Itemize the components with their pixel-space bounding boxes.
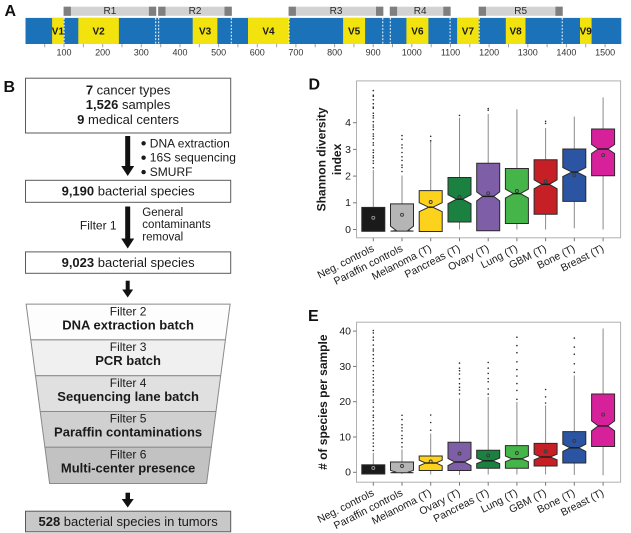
svg-text:# of species per sample: # of species per sample <box>316 334 330 470</box>
svg-text:1,526 samples: 1,526 samples <box>86 97 171 112</box>
svg-text:V8: V8 <box>509 26 522 37</box>
svg-text:800: 800 <box>327 48 342 58</box>
svg-text:0: 0 <box>345 467 351 479</box>
svg-text:1300: 1300 <box>518 48 538 58</box>
svg-text:R2: R2 <box>189 6 202 17</box>
svg-text:Filter 5: Filter 5 <box>110 412 147 426</box>
svg-text:1000: 1000 <box>402 48 422 58</box>
svg-text:10: 10 <box>339 431 351 443</box>
svg-text:R5: R5 <box>514 6 527 17</box>
svg-text:30: 30 <box>339 361 351 373</box>
svg-text:Filter 6: Filter 6 <box>110 448 147 462</box>
svg-text:Shannon diversity: Shannon diversity <box>315 107 329 211</box>
svg-text:1200: 1200 <box>479 48 499 58</box>
svg-text:removal: removal <box>142 231 183 243</box>
svg-text:9 medical centers: 9 medical centers <box>77 112 179 127</box>
svg-text:V4: V4 <box>262 26 275 37</box>
svg-text:1500: 1500 <box>595 48 615 58</box>
svg-text:900: 900 <box>366 48 381 58</box>
svg-text:D: D <box>309 77 321 94</box>
svg-text:200: 200 <box>95 48 110 58</box>
svg-text:600: 600 <box>250 48 265 58</box>
svg-text:1: 1 <box>345 197 351 209</box>
svg-text:index: index <box>330 143 344 175</box>
svg-text:V5: V5 <box>348 26 361 37</box>
svg-text:700: 700 <box>288 48 303 58</box>
svg-text:V3: V3 <box>199 26 212 37</box>
svg-text:Filter 2: Filter 2 <box>110 304 147 318</box>
svg-text:V1: V1 <box>52 26 65 37</box>
svg-text:V7: V7 <box>462 26 475 37</box>
svg-text:V2: V2 <box>92 26 105 37</box>
svg-text:40: 40 <box>339 326 351 338</box>
svg-text:Paraffin contaminations: Paraffin contaminations <box>54 425 202 440</box>
svg-text:V9: V9 <box>580 26 593 37</box>
svg-text:4: 4 <box>345 117 351 129</box>
svg-text:9,190 bacterial species: 9,190 bacterial species <box>62 184 195 199</box>
svg-text:V6: V6 <box>411 26 424 37</box>
svg-text:1400: 1400 <box>556 48 576 58</box>
svg-text:PCR batch: PCR batch <box>95 353 161 368</box>
svg-text:500: 500 <box>211 48 226 58</box>
svg-text:contaminants: contaminants <box>142 219 211 231</box>
svg-text:R3: R3 <box>330 6 343 17</box>
svg-text:16S sequencing: 16S sequencing <box>150 151 236 165</box>
svg-text:400: 400 <box>172 48 187 58</box>
svg-text:Filter 4: Filter 4 <box>110 376 147 390</box>
svg-text:3: 3 <box>345 144 351 156</box>
svg-text:DNA extraction: DNA extraction <box>150 136 230 150</box>
svg-text:E: E <box>308 308 319 325</box>
svg-text:2: 2 <box>345 171 351 183</box>
svg-text:R4: R4 <box>414 6 427 17</box>
svg-text:DNA extraction batch: DNA extraction batch <box>62 317 194 332</box>
svg-text:9,023 bacterial species: 9,023 bacterial species <box>62 255 195 270</box>
svg-text:7 cancer types: 7 cancer types <box>86 82 171 97</box>
svg-text:General: General <box>142 207 183 219</box>
svg-text:Filter 1: Filter 1 <box>80 218 117 232</box>
svg-text:B: B <box>4 79 16 96</box>
svg-text:Sequencing lane batch: Sequencing lane batch <box>57 389 199 404</box>
svg-text:100: 100 <box>56 48 71 58</box>
svg-text:300: 300 <box>134 48 149 58</box>
svg-text:A: A <box>5 3 17 20</box>
svg-text:R1: R1 <box>104 6 117 17</box>
svg-text:Multi-center presence: Multi-center presence <box>61 461 195 476</box>
svg-text:0: 0 <box>345 224 351 236</box>
svg-text:528 bacterial species in tumor: 528 bacterial species in tumors <box>38 514 218 529</box>
svg-text:20: 20 <box>339 396 351 408</box>
svg-text:Filter 3: Filter 3 <box>110 340 147 354</box>
svg-text:1100: 1100 <box>441 48 460 58</box>
svg-text:SMURF: SMURF <box>150 165 193 179</box>
